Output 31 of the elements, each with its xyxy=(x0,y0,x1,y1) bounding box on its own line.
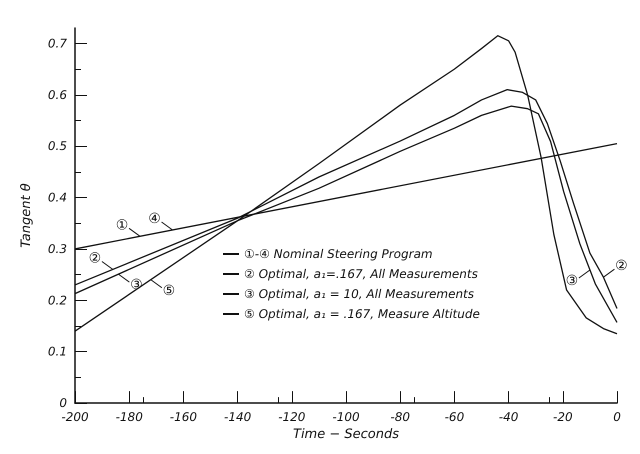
annotation: ④ xyxy=(148,210,161,227)
legend-label: ⑤ Optimal, a₁ = .167, Measure Altitude xyxy=(244,307,480,321)
y-tick-label: 0.6 xyxy=(48,88,68,102)
x-tick-label: -100 xyxy=(332,410,360,424)
y-tick-label: 0 xyxy=(59,396,68,410)
x-tick-label: -20 xyxy=(552,410,573,424)
x-tick-label: -40 xyxy=(498,410,519,424)
annotation: ② xyxy=(615,258,628,274)
y-tick-label: 0.7 xyxy=(48,36,68,50)
x-tick-label: -200 xyxy=(61,410,89,424)
x-tick-label: -180 xyxy=(116,410,144,424)
annotation: ① xyxy=(116,217,128,234)
x-axis-title: Time − Seconds xyxy=(293,427,400,442)
x-tick-label: -160 xyxy=(170,410,198,424)
x-tick-label: -140 xyxy=(224,410,252,424)
annotation: ⑤ xyxy=(162,282,176,299)
legend-label: ② Optimal, a₁=.167, All Measurements xyxy=(244,267,478,281)
y-tick-label: 0.4 xyxy=(48,190,67,205)
y-axis-title: Tangent θ xyxy=(19,183,34,248)
annotation: ② xyxy=(88,250,102,267)
x-tick-label: -80 xyxy=(390,410,410,424)
legend-label: ①-④ Nominal Steering Program xyxy=(244,247,433,261)
y-tick-label: 0.1 xyxy=(48,344,67,359)
x-tick-label: 0 xyxy=(613,410,622,424)
x-tick-label: -60 xyxy=(444,410,465,424)
y-tick-label: 0.3 xyxy=(48,242,67,256)
legend-label: ③ Optimal, a₁ = 10, All Measurements xyxy=(244,287,474,301)
y-tick-label: 0.5 xyxy=(48,139,67,154)
y-tick-label: 0.2 xyxy=(48,293,67,308)
annotation: ③ xyxy=(566,273,578,290)
x-tick-label: -120 xyxy=(278,410,306,424)
